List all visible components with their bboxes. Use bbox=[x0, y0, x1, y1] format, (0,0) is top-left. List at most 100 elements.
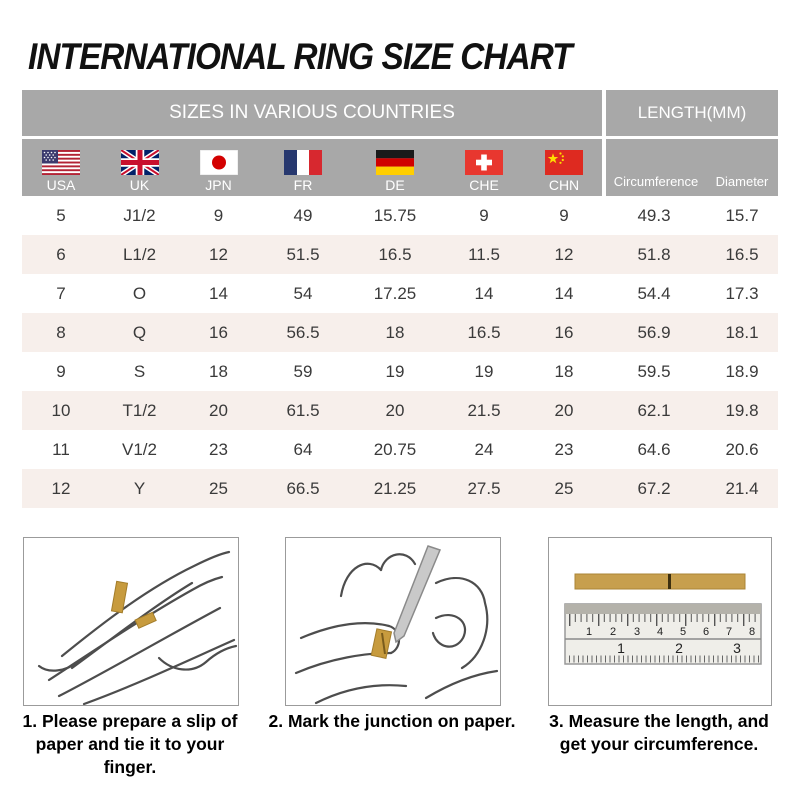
ruler-cm-label: 3 bbox=[634, 626, 640, 638]
ruler-inch-label: 1 bbox=[617, 640, 625, 656]
china-flag-icon bbox=[545, 150, 583, 175]
table-cell: 16.5 bbox=[467, 322, 501, 342]
table-cell: 25 bbox=[209, 478, 228, 498]
table-cell: 7 bbox=[56, 283, 66, 303]
hand-with-paper-slip-icon bbox=[37, 550, 238, 705]
country-code-label: DE bbox=[385, 177, 405, 193]
country-code-label: CHE bbox=[469, 177, 499, 193]
table-cell: 23 bbox=[209, 439, 228, 459]
table-cell: 5 bbox=[56, 205, 66, 225]
switzerland-flag-icon bbox=[465, 150, 503, 175]
table-cell: 56.5 bbox=[286, 322, 320, 342]
column-header-de: DE bbox=[348, 139, 442, 196]
length-group-header: LENGTH(MM) bbox=[606, 90, 778, 136]
table-row: 12 Y 25 66.5 21.25 27.5 25 67.2 21.4 bbox=[22, 469, 778, 508]
step2-caption: 2. Mark the junction on paper. bbox=[268, 711, 516, 731]
table-cell: 21.25 bbox=[373, 478, 417, 498]
table-cell: Y bbox=[133, 478, 146, 498]
table-row: 7 O 14 54 17.25 14 14 54.4 17.3 bbox=[22, 274, 778, 313]
circumference-column-header: Circumference bbox=[613, 174, 699, 189]
table-cell: 20 bbox=[209, 400, 228, 420]
table-cell: 64 bbox=[293, 439, 313, 459]
length-header-section: LENGTH(MM) Circumference Diameter bbox=[606, 90, 778, 196]
table-cell: 16.5 bbox=[725, 244, 759, 264]
table-cell: 23 bbox=[554, 439, 574, 459]
ruler-cm-label: 1 bbox=[586, 626, 592, 638]
country-code-label: FR bbox=[293, 177, 313, 193]
marking-junction-icon bbox=[294, 545, 499, 705]
table-cell: 11 bbox=[52, 439, 70, 459]
table-cell: 54.4 bbox=[637, 283, 671, 303]
page-title: INTERNATIONAL RING SIZE CHART bbox=[28, 36, 573, 77]
table-cell: 66.5 bbox=[286, 478, 320, 498]
table-cell: 12 bbox=[209, 244, 228, 264]
table-cell: 18.9 bbox=[725, 361, 759, 381]
table-cell: 14 bbox=[209, 283, 228, 303]
table-cell: 19 bbox=[385, 361, 405, 381]
ruler-cm-label: 8 bbox=[749, 626, 755, 638]
table-cell: 9 bbox=[479, 205, 489, 225]
sizes-header-section: SIZES IN VARIOUS COUNTRIES bbox=[22, 90, 602, 196]
ruler-cm-label: 5 bbox=[680, 626, 686, 638]
table-cell: 11.5 bbox=[468, 244, 500, 264]
table-cell: 20 bbox=[385, 400, 405, 420]
table-cell: 54 bbox=[293, 283, 313, 303]
diameter-column-header: Diameter bbox=[715, 174, 769, 189]
table-cell: 20.6 bbox=[725, 439, 759, 459]
table-row: 6 L1/2 12 51.5 16.5 11.5 12 51.8 16.5 bbox=[22, 235, 778, 274]
germany-flag-icon bbox=[376, 150, 414, 175]
table-cell: 27.5 bbox=[467, 478, 501, 498]
table-row: 5 J1/2 9 49 15.75 9 9 49.3 15.7 bbox=[22, 196, 778, 235]
column-header-che: CHE bbox=[442, 139, 526, 196]
table-cell: 24 bbox=[474, 439, 494, 459]
table-cell: 14 bbox=[554, 283, 574, 303]
table-cell: 10 bbox=[51, 400, 71, 420]
column-header-uk: UK bbox=[100, 139, 179, 196]
country-code-label: CHN bbox=[548, 177, 580, 193]
table-row: 11 V1/2 23 64 20.75 24 23 64.6 20.6 bbox=[22, 430, 778, 469]
step1-illustration-box bbox=[23, 537, 239, 706]
table-cell: 51.8 bbox=[637, 244, 671, 264]
table-cell: 59.5 bbox=[637, 361, 671, 381]
table-cell: 59 bbox=[293, 361, 313, 381]
table-cell: 6 bbox=[56, 244, 66, 264]
table-cell: 20.75 bbox=[373, 439, 417, 459]
table-cell: 15.7 bbox=[725, 205, 759, 225]
table-cell: 62.1 bbox=[637, 400, 671, 420]
table-cell: L1/2 bbox=[122, 244, 157, 264]
table-cell: 19 bbox=[474, 361, 494, 381]
table-cell: 20 bbox=[554, 400, 574, 420]
table-cell: 56.9 bbox=[637, 322, 671, 342]
table-cell: 19.8 bbox=[725, 400, 759, 420]
ring-size-table-body: 5 J1/2 9 49 15.75 9 9 49.3 15.7 6 L1/2 12 51.5 16.5 11… bbox=[22, 196, 778, 508]
table-header: SIZES IN VARIOUS COUNTRIES bbox=[22, 90, 778, 196]
table-cell: 8 bbox=[56, 322, 66, 342]
table-cell: 61.5 bbox=[286, 400, 320, 420]
country-code-label: UK bbox=[129, 177, 150, 193]
country-code-label: JPN bbox=[205, 177, 232, 193]
column-header-jpn: JPN bbox=[179, 139, 258, 196]
table-cell: 15.75 bbox=[373, 205, 417, 225]
table-cell: 16 bbox=[554, 322, 574, 342]
table-cell: 67.2 bbox=[637, 478, 671, 498]
table-cell: 51.5 bbox=[286, 244, 320, 264]
table-cell: 16.5 bbox=[378, 244, 412, 264]
table-cell: 64.6 bbox=[637, 439, 671, 459]
country-code-label: USA bbox=[46, 177, 76, 193]
japan-flag-icon bbox=[199, 150, 238, 175]
table-row: 10 T1/2 20 61.5 20 21.5 20 62.1 19.8 bbox=[22, 391, 778, 430]
table-cell: 9 bbox=[56, 361, 66, 381]
table-cell: 18 bbox=[385, 322, 405, 342]
ruler-inch-label: 3 bbox=[733, 640, 741, 656]
table-cell: Q bbox=[132, 322, 147, 342]
table-cell: 18 bbox=[209, 361, 228, 381]
step3-caption: 3. Measure the length, and get your circ… bbox=[549, 711, 769, 755]
table-cell: 21.4 bbox=[725, 478, 759, 498]
sizes-group-header: SIZES IN VARIOUS COUNTRIES bbox=[22, 90, 602, 136]
ring-size-table: SIZES IN VARIOUS COUNTRIES bbox=[22, 90, 778, 508]
column-header-usa: USA bbox=[22, 139, 100, 196]
table-cell: 9 bbox=[559, 205, 569, 225]
uk-flag-icon bbox=[120, 150, 159, 175]
table-cell: 16 bbox=[209, 322, 228, 342]
